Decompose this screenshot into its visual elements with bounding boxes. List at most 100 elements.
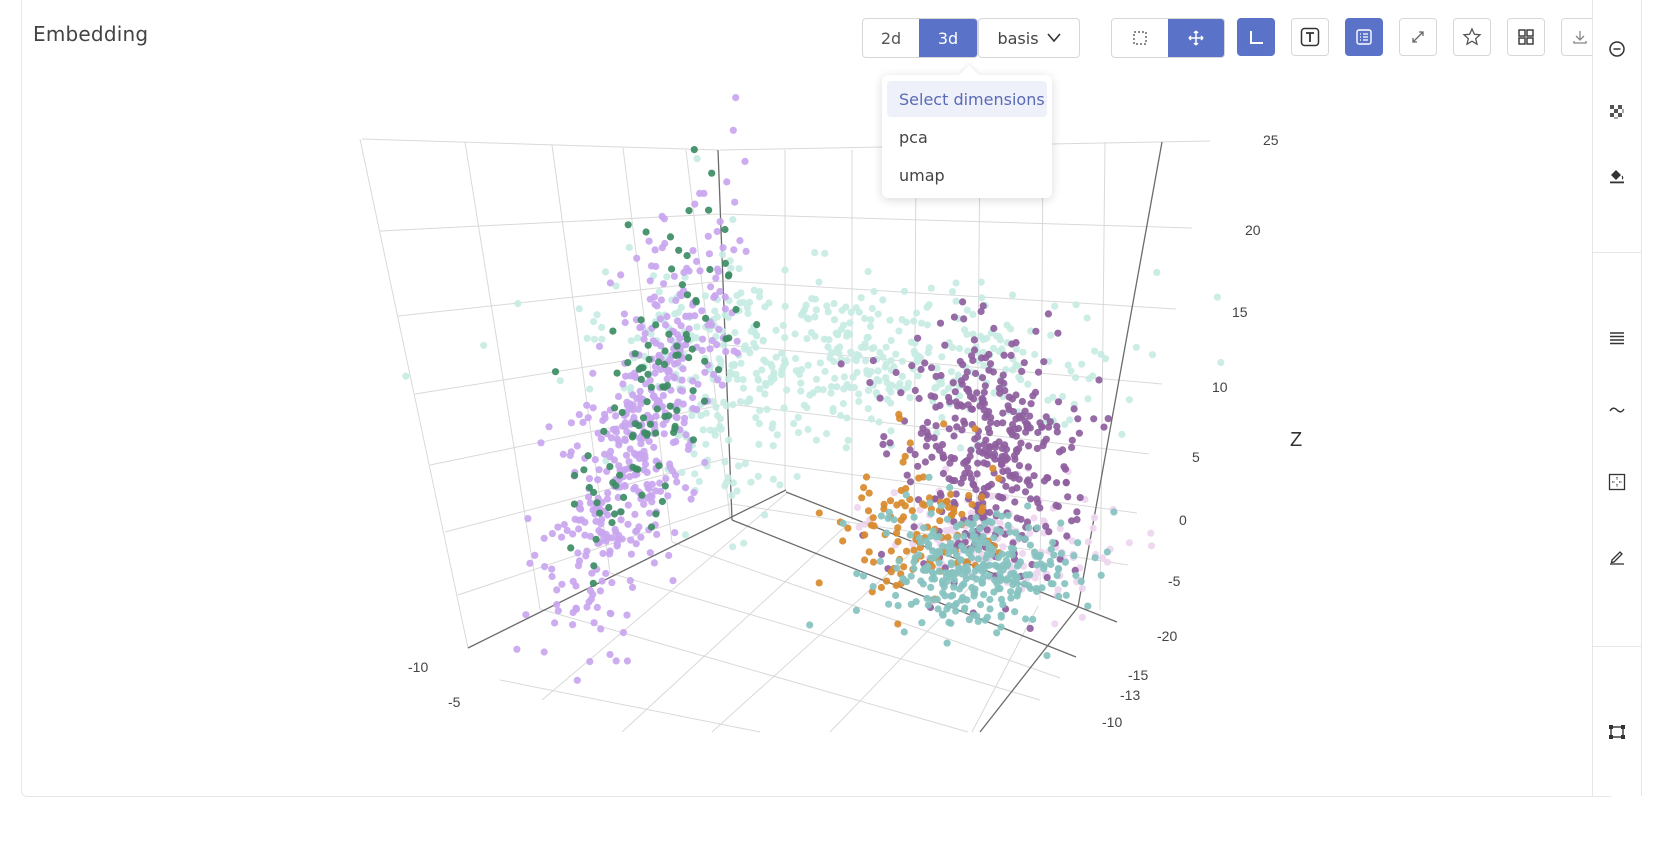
data-point [635, 454, 644, 463]
data-point [1047, 560, 1055, 569]
data-point [673, 342, 681, 350]
data-point [646, 277, 654, 285]
embedding-3d-plot[interactable]: 25 20 15 10 5 0 -5 -20 -10 -5 -15 -13 -10 Z [0, 0, 1590, 780]
data-point [943, 515, 952, 523]
data-point [685, 325, 693, 333]
grid-layout-button[interactable] [1507, 18, 1545, 56]
data-point [1012, 432, 1020, 440]
3d-button[interactable]: 3d [919, 19, 977, 57]
menu-item-select-dimensions[interactable]: Select dimensions [887, 81, 1047, 117]
tilde-icon[interactable] [1605, 398, 1629, 422]
data-point [968, 521, 976, 529]
basis-dropdown[interactable]: basis [978, 18, 1080, 58]
data-point [679, 365, 687, 373]
data-point [689, 394, 697, 402]
2d-button[interactable]: 2d [880, 28, 902, 48]
data-point [514, 300, 522, 308]
data-point [844, 524, 852, 532]
y-axis-line [467, 489, 787, 649]
legend-button[interactable] [1345, 18, 1383, 56]
data-point [1089, 524, 1097, 532]
data-point [952, 398, 960, 406]
expand-button[interactable] [1399, 18, 1437, 56]
data-point [752, 369, 760, 377]
data-point [680, 419, 688, 427]
data-point [631, 483, 639, 491]
data-point [963, 562, 971, 571]
data-point [1043, 652, 1051, 660]
data-point [605, 503, 613, 512]
data-point [688, 345, 696, 353]
data-point [934, 605, 942, 613]
data-point [1073, 508, 1081, 516]
data-point [652, 510, 660, 518]
data-point [970, 481, 978, 489]
data-point [580, 466, 588, 474]
data-point [910, 317, 918, 325]
data-point [874, 310, 882, 318]
text-label-button[interactable] [1291, 18, 1329, 56]
data-point [950, 432, 958, 440]
data-point [801, 305, 809, 313]
list-icon[interactable] [1605, 326, 1629, 350]
data-point [910, 523, 918, 531]
axes-button[interactable] [1237, 18, 1275, 56]
data-point [730, 347, 738, 355]
data-point [660, 360, 669, 368]
data-point [746, 298, 754, 306]
data-point [1027, 400, 1035, 408]
data-point [1018, 367, 1026, 375]
data-point [1033, 569, 1041, 577]
selection-box-icon[interactable] [1605, 720, 1629, 744]
data-point [840, 321, 848, 329]
data-point [735, 462, 743, 470]
data-point [852, 606, 861, 615]
data-point [641, 329, 649, 337]
data-point [592, 535, 600, 543]
data-point [985, 561, 994, 569]
data-point [1213, 293, 1221, 301]
data-point [607, 610, 615, 618]
zoom-out-icon[interactable] [1605, 37, 1629, 61]
data-point [999, 371, 1007, 379]
data-point [659, 383, 667, 391]
data-point [708, 336, 716, 345]
data-point [694, 380, 702, 388]
data-point [706, 265, 714, 274]
data-point [890, 489, 898, 497]
data-point [672, 471, 680, 479]
data-point [548, 565, 556, 573]
data-point [675, 246, 683, 254]
data-point [861, 343, 869, 351]
data-point [958, 510, 966, 518]
data-point [569, 530, 577, 538]
data-point [583, 334, 591, 342]
data-point [957, 444, 965, 452]
menu-item-umap[interactable]: umap [899, 165, 945, 185]
data-point [617, 508, 625, 516]
lasso-select-button[interactable] [1112, 19, 1168, 57]
data-point [991, 455, 999, 463]
pencil-icon[interactable] [1605, 544, 1629, 568]
data-point [1100, 423, 1108, 431]
data-point [1033, 444, 1041, 453]
menu-item-pca[interactable]: pca [899, 127, 928, 147]
data-point [964, 401, 972, 409]
data-point [898, 316, 906, 324]
pan-button[interactable] [1168, 19, 1224, 57]
x-tick-label: -13 [1120, 687, 1140, 703]
crosshair-box-icon[interactable] [1605, 470, 1629, 494]
data-point [644, 341, 652, 349]
checker-icon[interactable] [1605, 100, 1629, 124]
data-point [937, 492, 945, 500]
favorite-button[interactable] [1453, 18, 1491, 56]
data-point [840, 373, 849, 381]
data-point [696, 267, 704, 275]
data-point [983, 613, 992, 621]
data-point [626, 473, 634, 481]
data-point [875, 418, 883, 426]
data-point [1018, 397, 1026, 406]
data-point [1032, 552, 1040, 560]
paint-bucket-icon[interactable] [1605, 163, 1629, 187]
data-point [575, 525, 583, 533]
